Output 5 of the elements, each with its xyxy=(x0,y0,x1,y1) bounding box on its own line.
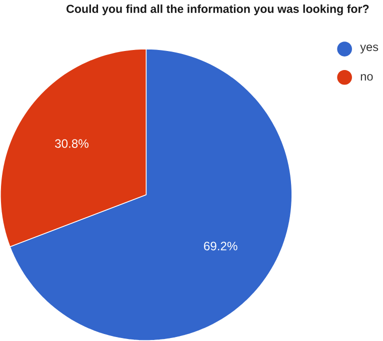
data-label: 30.8% xyxy=(55,139,88,148)
data-label: 69.2% xyxy=(204,242,238,250)
legend-label: yes xyxy=(360,44,378,54)
legend-label: no xyxy=(360,74,373,81)
chart-title: Could you find all the information you was looking for? xyxy=(66,4,369,16)
